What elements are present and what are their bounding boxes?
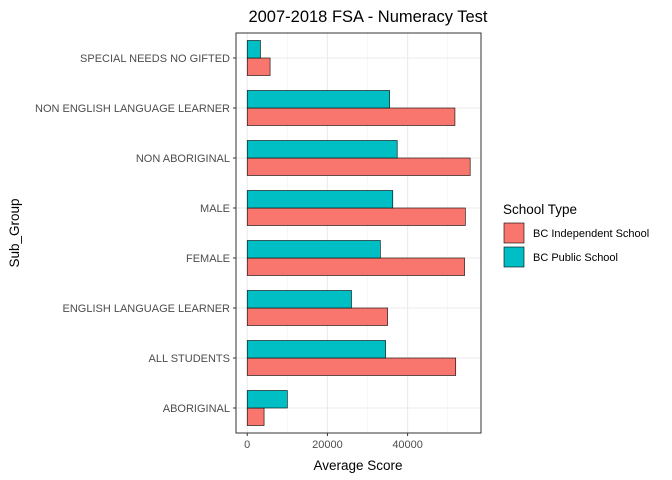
x-tick-label: 20000 — [312, 439, 343, 451]
bar-independent — [246, 257, 465, 276]
y-axis: ABORIGINAL ALL STUDENTS ENGLISH LANGUAGE L… — [35, 53, 236, 415]
bar-independent — [246, 157, 471, 176]
bar-independent — [246, 407, 265, 426]
bar-public — [246, 140, 398, 159]
bars — [246, 40, 471, 426]
bar-public — [246, 390, 288, 409]
y-tick-label: NON ABORIGINAL — [136, 153, 230, 165]
y-tick-label: ABORIGINAL — [163, 403, 230, 415]
x-axis-title: Average Score — [313, 458, 402, 473]
bar-public — [246, 340, 386, 359]
legend-key-swatch — [503, 222, 525, 244]
bar-public — [246, 240, 381, 259]
y-tick-label: ENGLISH LANGUAGE LEARNER — [63, 303, 231, 315]
bar-public — [246, 90, 390, 109]
bar-independent — [246, 57, 271, 76]
y-tick-label: FEMALE — [186, 253, 230, 265]
bar-independent — [246, 207, 466, 226]
legend-title: School Type — [503, 202, 577, 217]
legend: School Type BC Independent School BC Publ… — [503, 202, 649, 268]
legend-key-swatch — [503, 246, 525, 268]
legend-label: BC Public School — [533, 252, 618, 264]
bar-independent — [246, 357, 457, 376]
x-tick-label: 40000 — [392, 439, 423, 451]
x-axis: 0 20000 40000 — [244, 433, 423, 451]
bar-public — [246, 290, 352, 309]
y-axis-title: Sub_Group — [7, 198, 22, 267]
y-tick-label: NON ENGLISH LANGUAGE LEARNER — [35, 103, 230, 115]
bar-independent — [246, 307, 388, 326]
bar-public — [246, 40, 261, 59]
legend-label: BC Independent School — [533, 228, 649, 240]
y-tick-label: MALE — [200, 203, 230, 215]
x-tick-label: 0 — [244, 439, 250, 451]
chart-title: 2007-2018 FSA - Numeracy Test — [248, 8, 487, 26]
bar-public — [246, 190, 394, 209]
bar-independent — [246, 107, 456, 126]
y-tick-label: SPECIAL NEEDS NO GIFTED — [80, 53, 230, 65]
plot-border — [235, 32, 482, 434]
y-tick-label: ALL STUDENTS — [148, 353, 230, 365]
